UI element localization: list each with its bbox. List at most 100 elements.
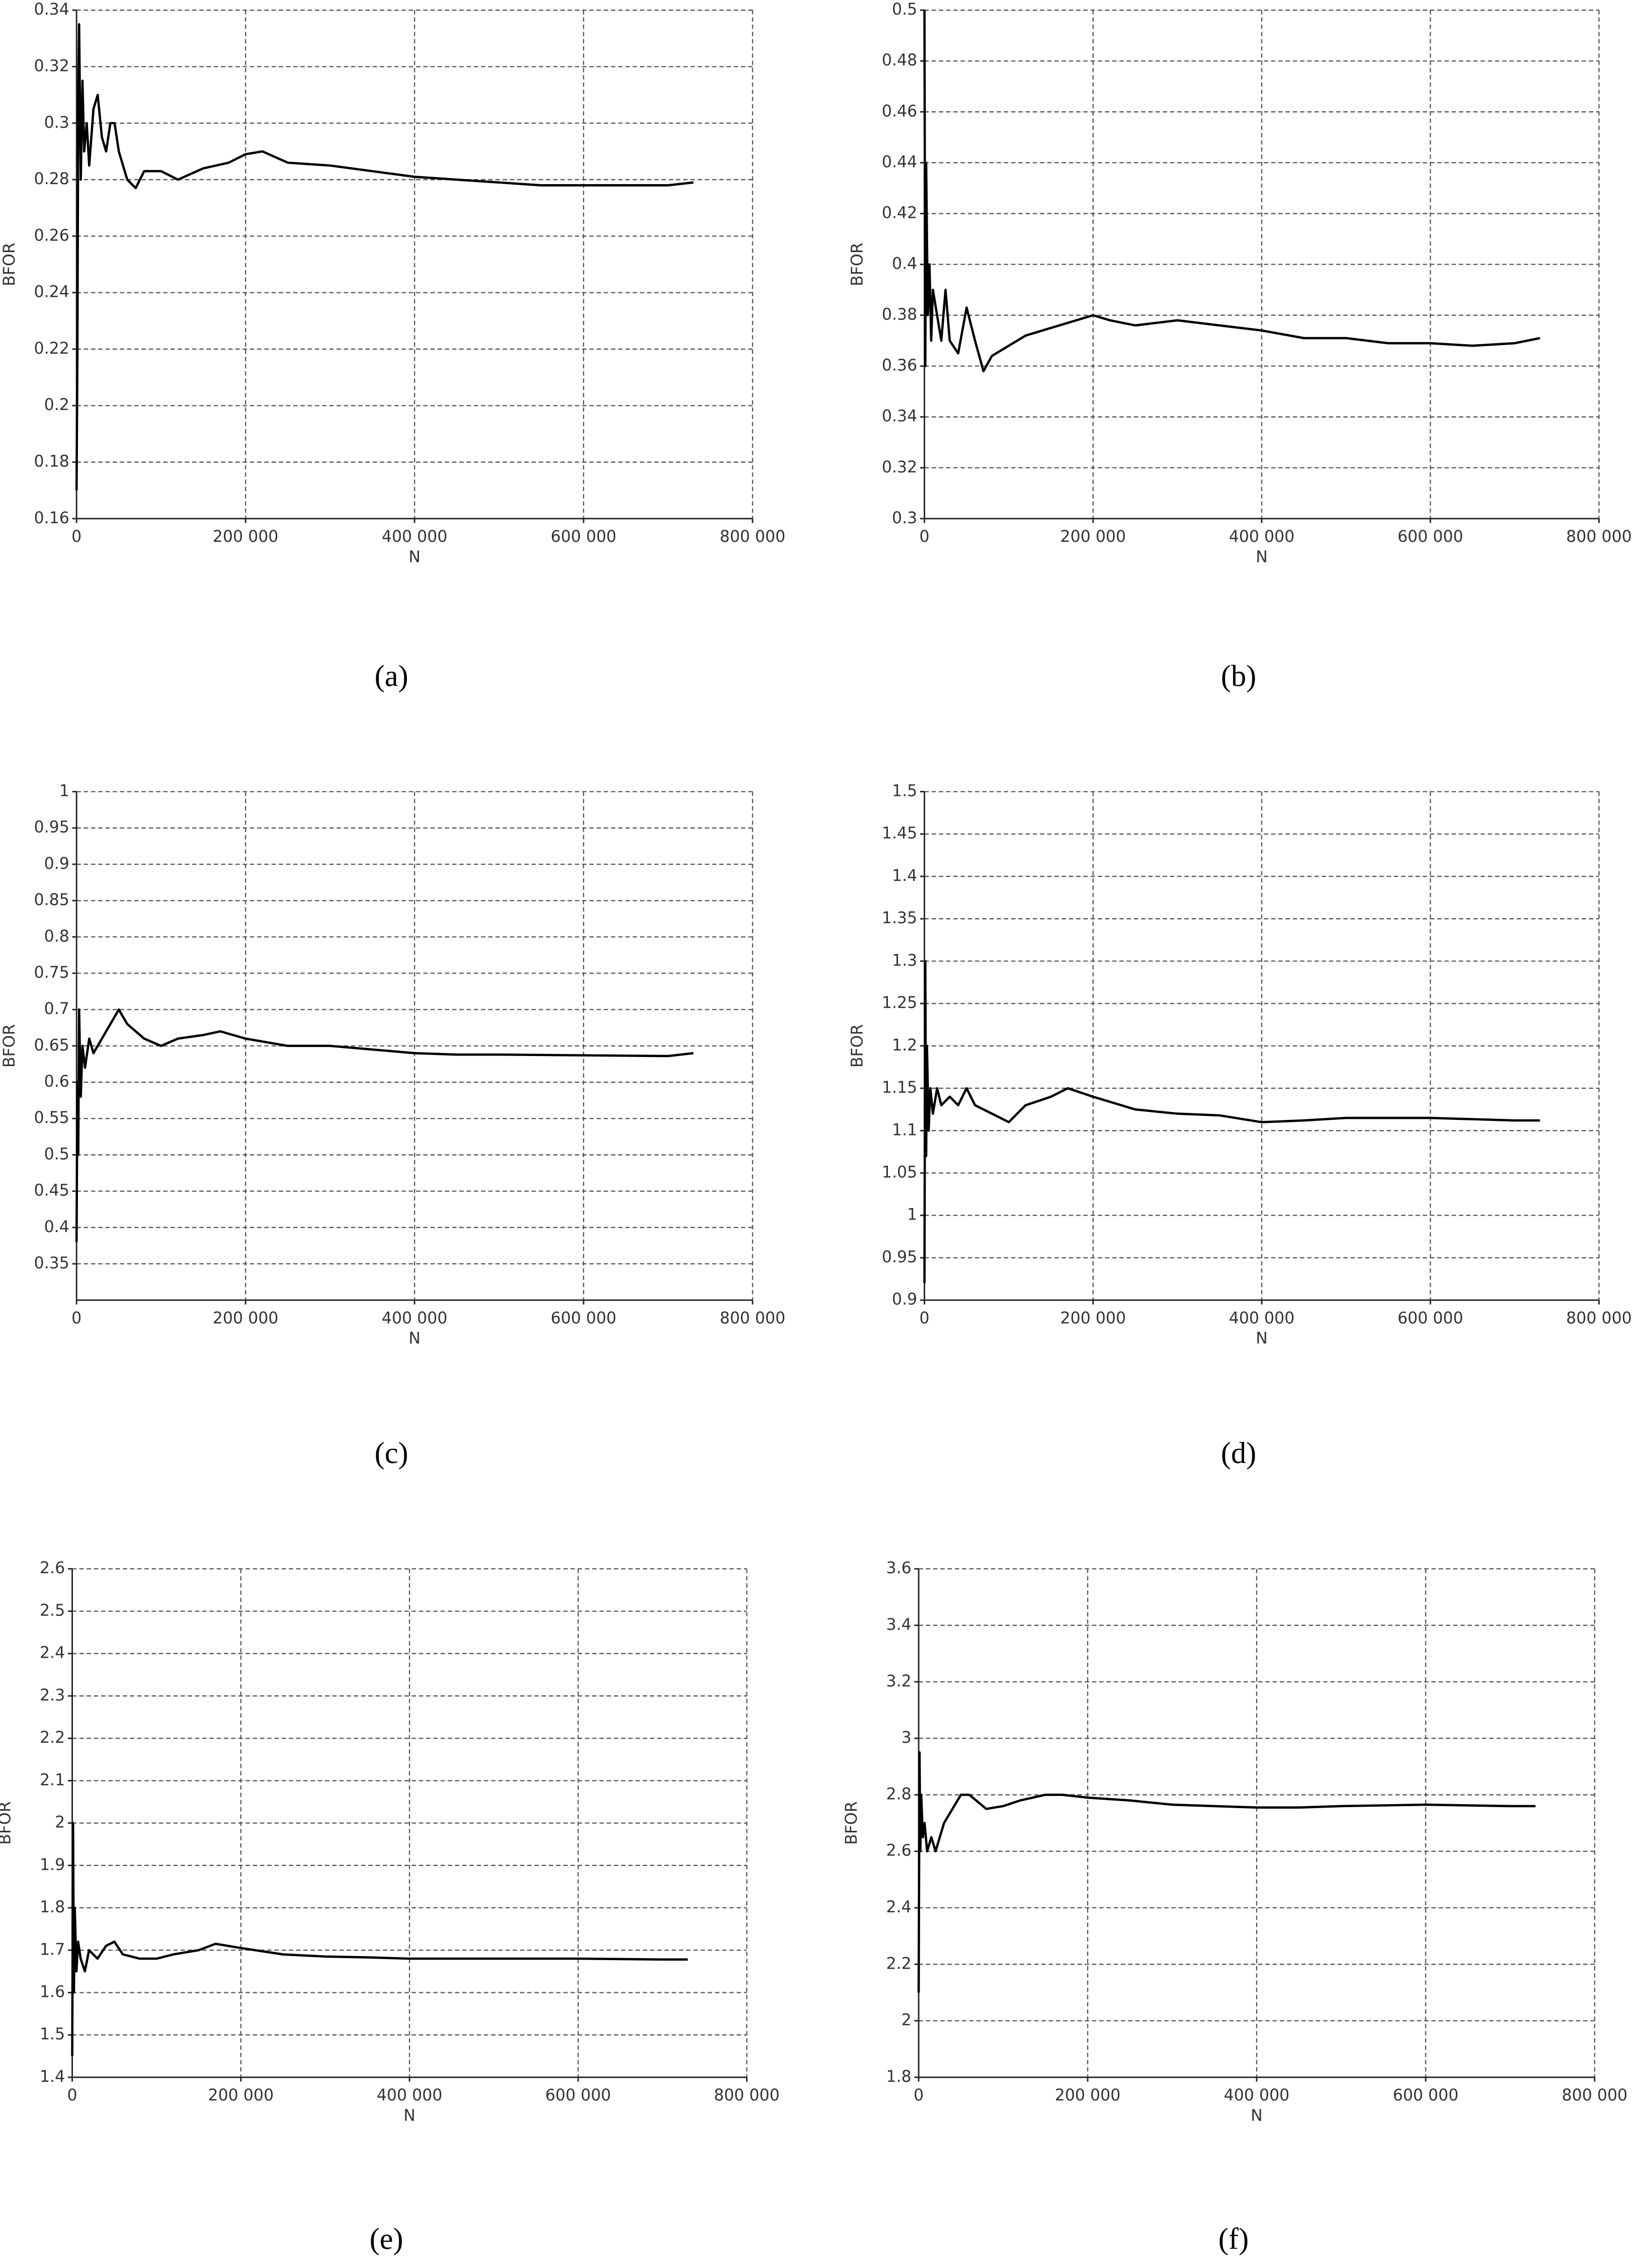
y-tick-label: 1.3 [892, 951, 917, 969]
y-tick-label: 2.2 [40, 1729, 65, 1747]
x-axis-label: N [408, 548, 421, 566]
x-tick-label: 200 000 [208, 2086, 274, 2104]
y-tick-label: 0.7 [44, 1000, 69, 1018]
y-tick-label: 0.48 [882, 51, 917, 69]
y-tick-label: 3 [902, 1729, 912, 1747]
panel-caption: (f) [1218, 2222, 1249, 2256]
y-tick-label: 2.4 [40, 1644, 65, 1662]
panel-caption: (d) [1221, 1436, 1256, 1470]
y-tick-label: 0.42 [882, 204, 917, 222]
y-tick-label: 1.6 [40, 1983, 65, 2001]
y-tick-label: 0.46 [882, 102, 917, 120]
y-tick-label: 2.6 [886, 1842, 912, 1860]
y-tick-label: 0.3 [892, 509, 917, 527]
x-axis-label: N [1256, 1330, 1268, 1348]
panel-caption: (b) [1221, 659, 1256, 693]
y-tick-label: 0.4 [892, 255, 917, 273]
y-tick-label: 0.34 [34, 1, 69, 19]
x-tick-label: 400 000 [1229, 528, 1295, 546]
x-axis-label: N [1256, 548, 1268, 566]
y-tick-label: 2 [902, 2011, 912, 2030]
y-tick-label: 1.1 [892, 1121, 917, 1139]
y-tick-label: 2.2 [886, 1955, 912, 1973]
x-tick-label: 200 000 [213, 528, 279, 546]
x-tick-label: 600 000 [1398, 528, 1463, 546]
y-tick-label: 1.5 [40, 2026, 65, 2044]
y-tick-label: 1.05 [882, 1164, 917, 1182]
data-line [923, 960, 1540, 1283]
panel-caption: (a) [375, 659, 408, 693]
y-tick-label: 2.5 [40, 1601, 65, 1619]
x-axis-label: N [408, 1330, 421, 1348]
x-tick-label: 0 [67, 2086, 77, 2104]
data-line [71, 1822, 688, 2056]
y-tick-label: 0.34 [882, 408, 917, 426]
y-tick-label: 0.36 [882, 357, 917, 375]
x-tick-label: 800 000 [720, 528, 786, 546]
y-tick-label: 0.16 [34, 509, 69, 527]
y-tick-label: 0.22 [34, 340, 69, 358]
panel-caption: (e) [370, 2222, 403, 2256]
x-tick-label: 600 000 [1398, 1310, 1463, 1328]
y-tick-label: 0.24 [34, 283, 69, 301]
x-tick-label: 0 [920, 528, 930, 546]
y-axis-label: BFOR [1, 242, 19, 286]
y-axis-label: BFOR [843, 1801, 861, 1845]
x-tick-label: 400 000 [382, 1310, 448, 1328]
x-axis-label: N [403, 2107, 416, 2125]
y-tick-label: 0.8 [44, 927, 69, 945]
y-tick-label: 0.65 [34, 1036, 69, 1055]
panel-caption: (c) [375, 1436, 408, 1470]
y-tick-label: 1.45 [882, 825, 917, 843]
x-tick-label: 400 000 [1229, 1310, 1295, 1328]
x-tick-label: 200 000 [1060, 528, 1126, 546]
x-tick-label: 800 000 [714, 2086, 780, 2104]
y-tick-label: 0.5 [44, 1145, 69, 1163]
y-axis-label: BFOR [849, 1024, 867, 1068]
y-tick-label: 1.9 [40, 1856, 65, 1874]
y-tick-label: 1.8 [886, 2068, 912, 2086]
y-tick-label: 1 [907, 1206, 917, 1224]
y-tick-label: 1.5 [892, 782, 917, 800]
x-axis-label: N [1251, 2107, 1263, 2125]
y-tick-label: 0.75 [34, 963, 69, 982]
y-tick-label: 1.4 [892, 867, 917, 885]
y-tick-label: 0.85 [34, 891, 69, 909]
x-tick-label: 0 [71, 1310, 81, 1328]
y-tick-label: 3.6 [886, 1559, 912, 1577]
y-tick-label: 0.95 [882, 1248, 917, 1266]
y-tick-label: 1.25 [882, 994, 917, 1012]
y-tick-label: 0.18 [34, 453, 69, 471]
x-tick-label: 800 000 [1562, 2086, 1628, 2104]
data-line [923, 10, 1540, 373]
y-tick-label: 0.45 [34, 1182, 69, 1200]
x-tick-label: 0 [914, 2086, 924, 2104]
x-tick-label: 600 000 [545, 2086, 611, 2104]
y-tick-label: 0.6 [44, 1073, 69, 1091]
y-tick-label: 1.2 [892, 1036, 917, 1055]
y-tick-label: 0.38 [882, 306, 917, 324]
x-tick-label: 600 000 [551, 1310, 617, 1328]
y-tick-label: 0.32 [882, 458, 917, 476]
y-tick-label: 0.32 [34, 57, 69, 75]
y-tick-label: 1.8 [40, 1898, 65, 1916]
y-tick-label: 0.5 [892, 1, 917, 19]
y-tick-label: 2.8 [886, 1785, 912, 1803]
x-tick-label: 600 000 [551, 528, 617, 546]
x-tick-label: 800 000 [1566, 1310, 1632, 1328]
y-tick-label: 0.55 [34, 1109, 69, 1127]
y-tick-label: 2.4 [886, 1898, 912, 1916]
y-tick-label: 0.9 [892, 1290, 917, 1309]
y-tick-label: 1 [59, 782, 69, 800]
y-axis-label: BFOR [0, 1801, 14, 1845]
y-tick-label: 2.6 [40, 1559, 65, 1577]
x-tick-label: 200 000 [213, 1310, 279, 1328]
y-tick-label: 2.3 [40, 1686, 65, 1705]
y-tick-label: 0.3 [44, 114, 69, 132]
y-tick-label: 2 [55, 1814, 65, 1832]
x-tick-label: 200 000 [1055, 2086, 1121, 2104]
y-tick-label: 0.35 [34, 1254, 69, 1272]
y-tick-label: 0.28 [34, 170, 69, 188]
